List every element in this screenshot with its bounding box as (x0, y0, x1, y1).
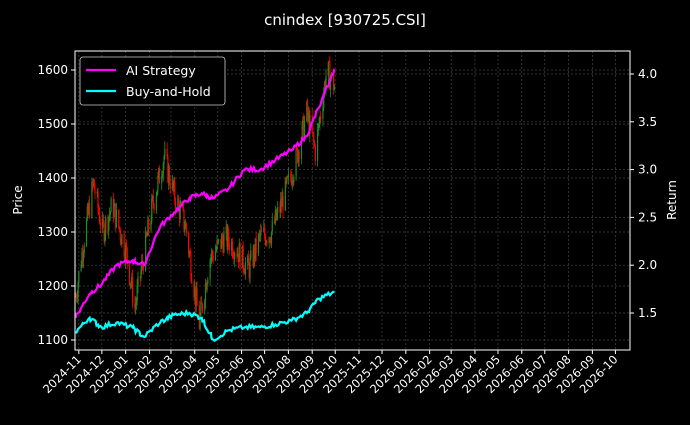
left-tick-label: 1400 (37, 171, 68, 185)
legend-label-buy-and-hold: Buy-and-Hold (126, 84, 211, 99)
right-tick-label: 2.0 (638, 258, 657, 272)
left-tick-label: 1100 (37, 333, 68, 347)
buy-and-hold-line (75, 290, 335, 343)
chart-title: cnindex [930725.CSI] (264, 11, 426, 29)
left-y-axis: 1100 1200 1300 1400 1500 1600 (37, 63, 75, 347)
right-tick-label: 3.5 (638, 115, 657, 129)
right-y-axis-label: Return (665, 180, 679, 220)
left-tick-label: 1300 (37, 225, 68, 239)
left-tick-label: 1600 (37, 63, 68, 77)
right-tick-label: 1.5 (638, 306, 657, 320)
right-tick-label: 3.0 (638, 163, 657, 177)
left-y-axis-label: Price (11, 185, 25, 214)
x-axis: 2024-112024-122025-012025-022025-032025-… (40, 350, 621, 396)
ai-strategy-line (74, 68, 336, 319)
left-tick-label: 1200 (37, 279, 68, 293)
legend-box (79, 56, 226, 106)
right-tick-label: 4.0 (638, 67, 657, 81)
right-y-axis: 1.5 2.0 2.5 3.0 3.5 4.0 (630, 67, 657, 320)
axes-frame (74, 50, 631, 351)
legend-label-ai-strategy: AI Strategy (126, 63, 196, 78)
left-tick-label: 1500 (37, 117, 68, 131)
legend: AI Strategy Buy-and-Hold (79, 56, 226, 106)
right-tick-label: 2.5 (638, 210, 657, 224)
